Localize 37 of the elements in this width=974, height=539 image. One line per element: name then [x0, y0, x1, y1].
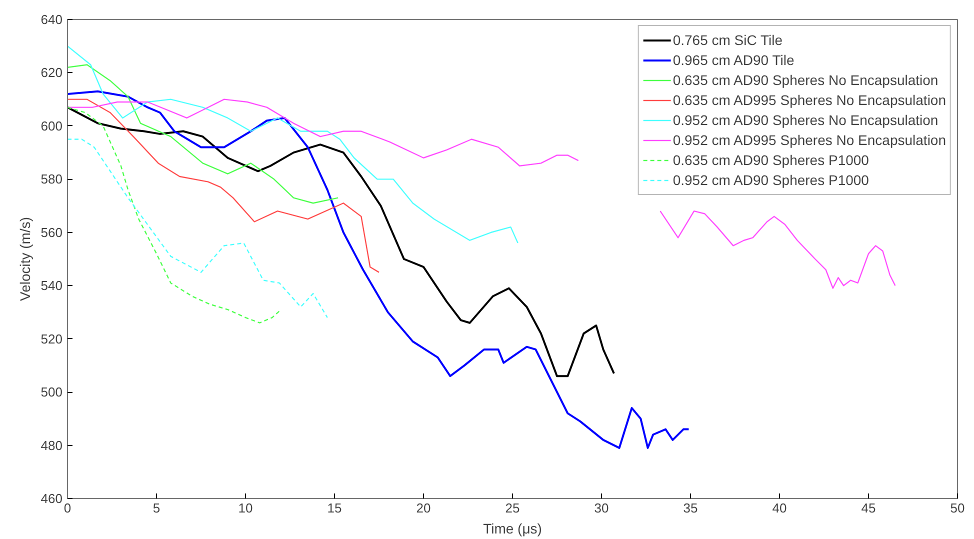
x-tick-label: 30: [594, 500, 609, 516]
legend-label: 0.635 cm AD90 Spheres No Encapsulation: [672, 72, 938, 88]
y-tick-label: 620: [40, 65, 63, 80]
line-series: [68, 106, 282, 324]
legend-label: 0.952 cm AD995 Spheres No Encapsulation: [672, 132, 946, 148]
x-tick-label: 40: [772, 500, 787, 516]
line-series: [68, 98, 380, 273]
y-tick-label: 640: [40, 12, 63, 27]
y-tick-label: 540: [40, 278, 63, 294]
y-axis-title: Velocity (m/s): [16, 216, 33, 302]
legend-label: 0.952 cm AD90 Spheres P1000: [672, 172, 869, 188]
x-tick-label: 45: [861, 500, 876, 516]
line-series: [68, 46, 518, 244]
x-tick-label: 35: [683, 500, 698, 516]
y-tick-label: 460: [40, 491, 63, 506]
y-tick-label: 520: [40, 331, 63, 346]
line-series: [68, 138, 328, 318]
y-tick-label: 500: [40, 384, 63, 400]
x-axis-title: Time (μs): [483, 520, 542, 536]
x-tick-label: 50: [950, 500, 965, 516]
legend-label: 0.635 cm AD90 Spheres P1000: [672, 152, 869, 168]
legend-label: 0.965 cm AD90 Tile: [672, 52, 794, 68]
legend-label: 0.952 cm AD90 Spheres No Encapsulation: [672, 112, 938, 128]
x-tick-label: 0: [64, 500, 72, 516]
y-tick-label: 580: [40, 172, 63, 187]
y-tick-label: 480: [40, 438, 63, 453]
x-tick-label: 5: [152, 500, 160, 516]
y-tick-label: 600: [40, 118, 63, 134]
x-tick-label: 15: [327, 500, 342, 516]
line-series: [68, 64, 339, 204]
line-series: [68, 106, 615, 378]
x-tick-label: 20: [416, 500, 431, 516]
x-tick-label: 10: [238, 500, 253, 516]
x-tick-label: 25: [505, 500, 520, 516]
y-tick-label: 560: [40, 224, 63, 240]
legend-label: 0.635 cm AD995 Spheres No Encapsulation: [672, 92, 946, 108]
legend-label: 0.765 cm SiC Tile: [672, 32, 783, 48]
